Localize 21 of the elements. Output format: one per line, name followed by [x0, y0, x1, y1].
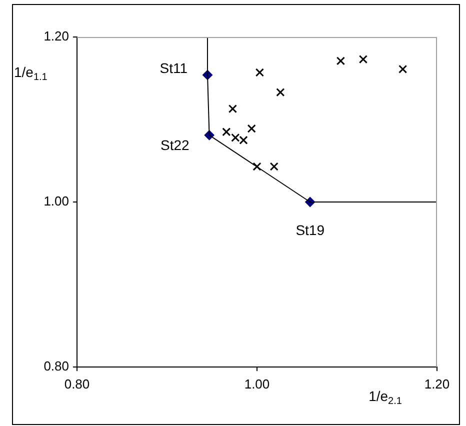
x-tick-label: 1.00	[244, 376, 270, 392]
point	[255, 68, 264, 77]
annotation: St22	[160, 137, 190, 154]
annotation: St19	[296, 222, 325, 238]
point	[231, 133, 240, 142]
point	[398, 64, 408, 74]
x-tick-label: 1.20	[424, 376, 450, 392]
point	[252, 162, 262, 171]
annotation: St11	[160, 60, 188, 76]
point	[228, 104, 237, 114]
x-tick-label: 0.80	[64, 376, 90, 392]
point	[276, 88, 285, 97]
y-tick-label: 1.20	[44, 28, 69, 44]
point	[239, 136, 248, 144]
point	[247, 124, 256, 133]
point	[222, 128, 231, 136]
y-tick-label: 0.80	[44, 358, 69, 374]
y-tick-label: 1.00	[44, 194, 69, 209]
point	[336, 56, 345, 66]
point	[270, 162, 278, 171]
point	[358, 54, 368, 64]
